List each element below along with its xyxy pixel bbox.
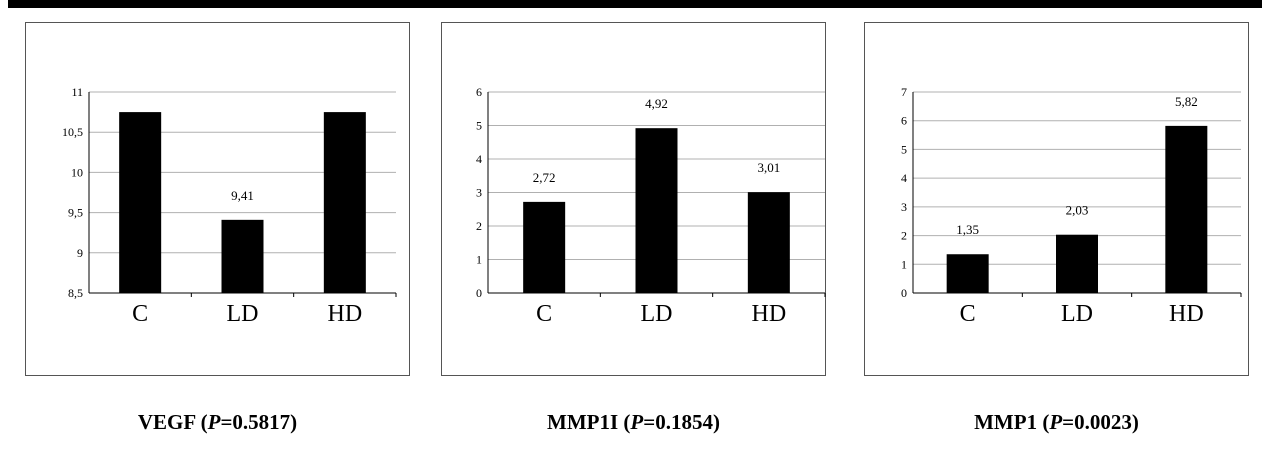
- x-tick-label: LD: [227, 301, 259, 327]
- vegf-caption: VEGF (P=0.5817): [25, 410, 410, 435]
- mmp1i-chart-panel: 0 1 2 3 4 5 6 C 2,72 LD 4,92 HD 3,01: [441, 22, 826, 376]
- caption-p-symbol: P: [630, 410, 644, 434]
- bar-c: [523, 201, 566, 293]
- y-tick-label: 9,5: [68, 206, 83, 220]
- y-tick-label: 0: [476, 286, 482, 300]
- mmp1i-caption: MMP1I (P=0.1854): [441, 410, 826, 435]
- y-tick-label: 5: [901, 142, 907, 156]
- y-tick-label: 3: [476, 186, 482, 200]
- caption-name: VEGF (: [137, 410, 208, 434]
- mmp1-bar-chart: 0 1 2 3 4 5 6 7 C 1,35 LD 2,03 HD 5,82: [901, 85, 1242, 327]
- bar-ld: [1056, 234, 1098, 293]
- caption-name: MMP1 (: [974, 410, 1050, 434]
- data-label: 5,82: [1175, 94, 1198, 109]
- caption-p-symbol: P: [207, 410, 221, 434]
- mmp1-caption: MMP1 (P=0.0023): [864, 410, 1249, 435]
- y-tick-label: 3: [901, 200, 907, 214]
- x-tick-label: LD: [641, 301, 673, 327]
- caption-p-value: =0.5817): [220, 410, 298, 434]
- y-tick-label: 4: [901, 171, 907, 185]
- x-tick-label: C: [960, 301, 976, 327]
- bar-ld: [221, 219, 264, 293]
- caption-name: MMP1I (: [547, 410, 631, 434]
- x-tick-label: HD: [1169, 301, 1204, 327]
- data-label: 2,72: [533, 170, 556, 185]
- y-tick-label: 2: [476, 219, 482, 233]
- y-tick-label: 8,5: [68, 286, 83, 300]
- vegf-chart-panel: 8,5 9 9,5 10 10,5 11 C LD 9,41 HD: [25, 22, 410, 376]
- y-tick-label: 10: [71, 165, 83, 179]
- bar-hd: [323, 112, 366, 293]
- x-tick-label: HD: [751, 301, 786, 327]
- mmp1i-bar-chart: 0 1 2 3 4 5 6 C 2,72 LD 4,92 HD 3,01: [476, 85, 826, 327]
- x-tick-label: HD: [327, 301, 362, 327]
- data-label: 1,35: [956, 222, 979, 237]
- y-tick-label: 6: [476, 85, 482, 99]
- y-tick-label: 10,5: [62, 125, 83, 139]
- caption-p-symbol: P: [1049, 410, 1063, 434]
- bar-ld: [635, 128, 678, 293]
- y-tick-label: 2: [901, 229, 907, 243]
- data-label: 9,41: [231, 188, 254, 203]
- x-tick-label: C: [536, 301, 552, 327]
- bar-c: [119, 112, 162, 293]
- mmp1-chart-panel: 0 1 2 3 4 5 6 7 C 1,35 LD 2,03 HD 5,82: [864, 22, 1249, 376]
- bar-hd: [1165, 125, 1208, 293]
- y-tick-label: 6: [901, 114, 907, 128]
- y-tick-label: 4: [476, 152, 482, 166]
- x-tick-label: LD: [1061, 301, 1093, 327]
- y-tick-label: 0: [901, 286, 907, 300]
- y-tick-label: 7: [901, 85, 907, 99]
- data-label: 4,92: [645, 96, 668, 111]
- y-tick-label: 1: [901, 257, 907, 271]
- x-tick-label: C: [132, 301, 148, 327]
- y-tick-label: 9: [77, 246, 83, 260]
- vegf-bar-chart: 8,5 9 9,5 10 10,5 11 C LD 9,41 HD: [62, 85, 397, 327]
- data-label: 2,03: [1066, 203, 1089, 218]
- top-rule: [8, 0, 1262, 8]
- data-label: 3,01: [757, 160, 780, 175]
- y-tick-label: 1: [476, 253, 482, 267]
- y-tick-label: 5: [476, 119, 482, 133]
- y-tick-label: 11: [71, 85, 83, 99]
- bar-c: [946, 254, 989, 293]
- caption-p-value: =0.0023): [1062, 410, 1139, 434]
- caption-p-value: =0.1854): [643, 410, 720, 434]
- bar-hd: [747, 192, 790, 293]
